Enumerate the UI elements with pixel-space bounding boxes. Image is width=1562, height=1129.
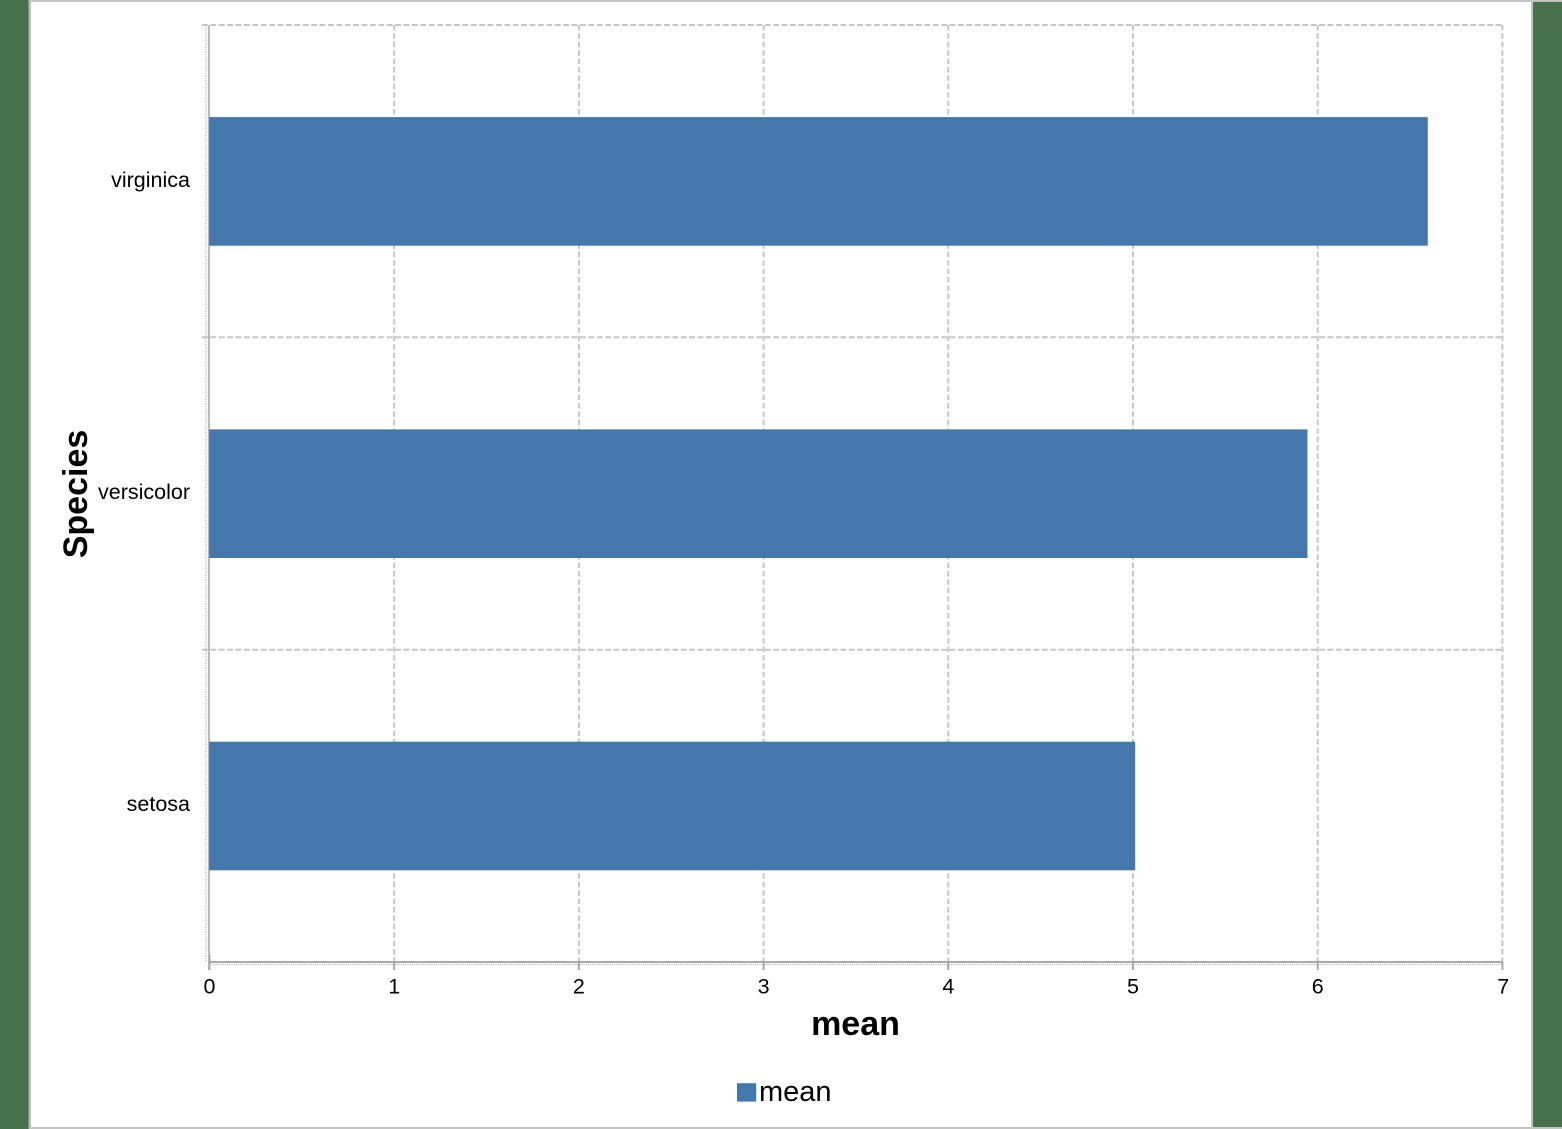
svg-text:versicolor: versicolor	[98, 480, 190, 504]
svg-text:1: 1	[388, 975, 400, 999]
svg-text:3: 3	[758, 975, 770, 999]
svg-text:4: 4	[942, 975, 954, 999]
svg-text:virginica: virginica	[111, 168, 190, 192]
svg-text:0: 0	[204, 975, 216, 999]
svg-text:5: 5	[1127, 975, 1139, 999]
svg-text:mean: mean	[811, 1005, 900, 1043]
svg-text:7: 7	[1497, 975, 1509, 999]
svg-text:mean: mean	[759, 1076, 832, 1108]
svg-text:setosa: setosa	[127, 792, 190, 816]
svg-text:2: 2	[573, 975, 585, 999]
svg-text:Species: Species	[57, 430, 95, 559]
svg-text:6: 6	[1312, 975, 1324, 999]
